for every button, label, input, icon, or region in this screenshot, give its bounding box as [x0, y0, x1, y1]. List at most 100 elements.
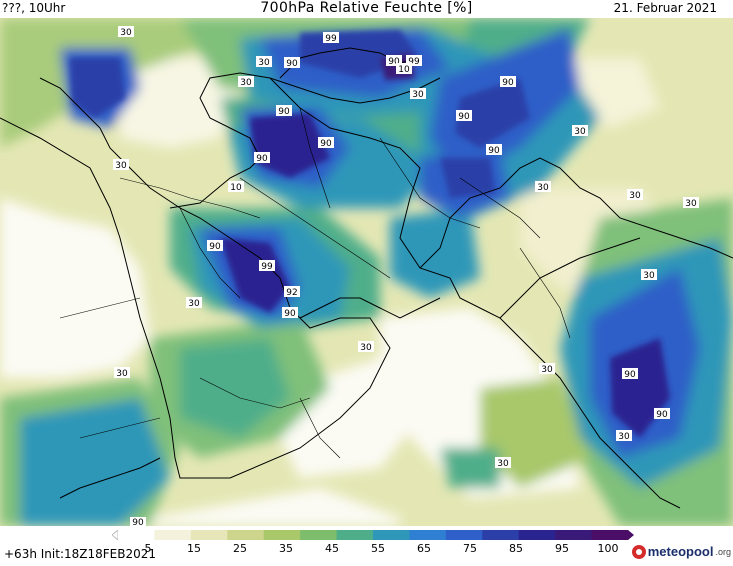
contour-label: 90: [276, 105, 292, 117]
contour-label: 90: [284, 57, 300, 69]
colorbar-left-arrow: [112, 530, 119, 540]
contour-label: 99: [323, 32, 339, 44]
colorbar-swatch: [445, 530, 483, 540]
svg-text:30: 30: [685, 199, 697, 209]
colorbar-tick-label: 55: [371, 542, 385, 555]
borders: [59, 107, 571, 459]
colorbar-tick-label: 5: [144, 542, 152, 555]
forecast-hour: +63h: [4, 547, 37, 561]
svg-text:10: 10: [398, 65, 410, 75]
contour-label: 30: [118, 26, 134, 38]
contour-label: 30: [358, 341, 374, 353]
svg-text:90: 90: [320, 139, 332, 149]
humidity-map[interactable]: 99 90 90 99 10 90 90 90 90 90 10 90 99 9…: [0, 18, 733, 526]
brand-logo[interactable]: meteopool .org: [631, 544, 731, 559]
contour-label: 30: [539, 363, 555, 375]
humidity-cores: [70, 30, 670, 438]
contour-label: 30: [641, 269, 657, 281]
svg-text:30: 30: [258, 58, 270, 68]
contour-label: 90: [500, 76, 516, 88]
brand-name: meteopool: [647, 544, 714, 559]
svg-text:30: 30: [497, 459, 509, 469]
svg-text:92: 92: [286, 288, 297, 298]
colorbar-tick-label: 25: [233, 542, 247, 555]
contour-label: 30: [114, 367, 130, 379]
svg-text:30: 30: [541, 365, 553, 375]
svg-text:30: 30: [643, 271, 655, 281]
svg-text:90: 90: [132, 518, 144, 526]
svg-text:30: 30: [240, 78, 252, 88]
meteopool-logo-icon: [631, 544, 646, 559]
colorbar-tick-label: 45: [325, 542, 339, 555]
svg-text:30: 30: [116, 369, 128, 379]
contour-label: 10: [396, 63, 412, 75]
svg-text:30: 30: [537, 183, 549, 193]
svg-text:99: 99: [408, 57, 420, 67]
brand-tld: .org: [715, 546, 731, 557]
colorbar-swatch: [190, 530, 228, 540]
svg-text:90: 90: [256, 154, 268, 164]
colorbar-swatch: [154, 530, 192, 540]
contour-labels: 99 90 90 99 10 90 90 90 90 90 10 90 99 9…: [113, 26, 699, 526]
contour-label: 99: [406, 55, 422, 67]
svg-text:90: 90: [488, 146, 500, 156]
contour-label: 30: [186, 297, 202, 309]
colorbar-swatch: [555, 530, 593, 540]
contour-label: 90: [622, 368, 638, 380]
svg-text:90: 90: [278, 107, 290, 117]
contour-label: 30: [410, 88, 426, 100]
colorbar-swatch: [263, 530, 301, 540]
svg-text:30: 30: [120, 28, 132, 38]
svg-text:90: 90: [624, 370, 636, 380]
svg-text:30: 30: [412, 90, 424, 100]
init-time: Init:18Z18FEB2021: [40, 547, 157, 561]
contour-label: 30: [256, 56, 272, 68]
svg-text:90: 90: [656, 410, 668, 420]
colorbar-swatch: [373, 530, 410, 540]
contour-label: 90: [386, 55, 402, 67]
colorbar-tick-label: 15: [187, 542, 201, 555]
contour-label: 99: [259, 260, 275, 272]
map-footer: 5 15 25 35 45 55 65 75 85 95 100 +63h Init:18Z18FE…: [0, 526, 733, 566]
colorbar-swatch: [591, 530, 629, 540]
run-info: +63h Init:18Z18FEB2021: [4, 547, 156, 561]
svg-text:90: 90: [388, 57, 400, 67]
svg-text:90: 90: [502, 78, 514, 88]
contour-label: 30: [627, 189, 643, 201]
svg-text:90: 90: [209, 242, 221, 252]
colorbar-tick-label: 95: [555, 542, 569, 555]
svg-text:10: 10: [230, 183, 242, 193]
svg-text:30: 30: [115, 161, 127, 171]
svg-text:30: 30: [618, 432, 630, 442]
svg-text:30: 30: [188, 299, 200, 309]
colorbar-swatch: [118, 530, 155, 540]
colorbar-tick-label: 75: [463, 542, 477, 555]
contour-label: 90: [318, 137, 334, 149]
valid-time-label: ???, 10Uhr: [2, 1, 66, 15]
colorbar-tick-label: 65: [417, 542, 431, 555]
map-title: 700hPa Relative Feuchte [%]: [260, 0, 473, 16]
colorbar-tick-label: 85: [509, 542, 523, 555]
colorbar-swatch: [482, 530, 520, 540]
colorbar-swatch: [227, 530, 265, 540]
valid-date-label: 21. Februar 2021: [613, 1, 717, 15]
contour-label: 92: [284, 286, 300, 298]
contour-label: 90: [486, 144, 502, 156]
svg-text:90: 90: [284, 309, 296, 319]
contour-label: 30: [616, 430, 632, 442]
colorbar-right-arrow: [628, 530, 634, 540]
contour-label: 30: [683, 197, 699, 209]
contour-label: 30: [572, 125, 588, 137]
contour-label: 10: [228, 181, 244, 193]
contour-label: 90: [130, 517, 146, 526]
map-header: ???, 10Uhr 700hPa Relative Feuchte [%] 2…: [0, 0, 733, 18]
contour-label: 30: [535, 181, 551, 193]
contour-label: 30: [238, 76, 254, 88]
contour-label: 30: [495, 457, 511, 469]
svg-text:99: 99: [325, 34, 337, 44]
svg-text:90: 90: [286, 59, 298, 69]
colorbar-tick-label: 35: [279, 542, 293, 555]
svg-text:99: 99: [261, 262, 273, 272]
contour-label: 90: [254, 152, 270, 164]
contour-label: 90: [282, 307, 298, 319]
